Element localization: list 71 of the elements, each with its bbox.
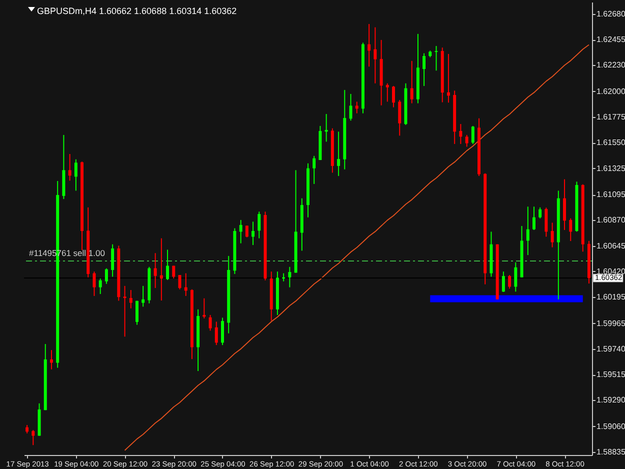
candlestick [258,211,261,239]
candlestick [374,26,377,84]
candlestick [398,99,402,136]
candlestick [502,271,505,292]
candlestick [514,262,518,292]
candlestick [538,206,542,219]
candlestick [471,125,474,144]
y-tick-label: 1.60870 [596,216,625,225]
y-tick-label: 1.60420 [596,266,625,276]
y-tick-label: 1.62230 [596,60,625,70]
y-tick-label: 1.59965 [596,318,625,328]
y-tick-label: 1.59060 [596,422,625,431]
candlestick [104,268,108,284]
candlestick [508,274,512,290]
candlestick [178,274,182,290]
y-tick-label: 1.59740 [596,344,625,354]
candlestick [550,222,554,248]
candlestick [50,350,53,370]
candlestick [434,45,438,72]
candlestick [166,249,170,280]
candlestick [245,225,248,238]
candlestick [252,221,255,246]
y-tick-label: 1.62455 [596,35,625,44]
candlestick [532,206,536,230]
candlestick [92,271,96,296]
candlestick [129,290,132,309]
candlestick [386,82,389,102]
candlestick [160,238,163,302]
y-tick-label: 1.61095 [596,190,625,200]
y-tick-label: 1.62000 [596,86,625,96]
y-tick-label: 1.59290 [596,396,625,405]
candlestick [239,219,242,244]
candlestick [312,155,316,184]
line-series [124,44,590,451]
y-tick-label: 1.61325 [596,164,625,173]
candlestick [220,317,224,346]
candlestick [410,60,414,104]
candlestick [368,23,371,68]
candlestick [349,93,352,122]
candlestick [135,300,138,326]
candlestick [563,178,566,230]
candlestick [355,101,358,114]
candlestick [123,285,126,338]
candlestick [526,206,530,256]
chart-title: GBPUSDm,H4 1.60662 1.60688 1.60314 1.60362 [37,6,237,16]
candlestick [214,321,218,346]
candlestick [68,153,72,182]
candlestick [111,244,114,278]
candlestick [459,124,462,144]
candlestick [392,85,396,108]
candlestick [208,314,212,332]
candlestick [288,266,292,288]
candlestick [422,52,426,86]
candlestick [337,131,340,176]
y-tick-label: 1.61775 [596,112,625,122]
y-tick-label: 1.60195 [596,292,625,302]
candlestick [446,53,450,104]
candlestick [154,252,157,288]
candlestick [465,134,468,148]
y-tick-label: 1.61550 [596,138,625,148]
candlestick [569,218,572,242]
y-tick-label: 1.58835 [596,448,625,457]
candlestick [98,278,102,295]
candlestick [32,430,35,446]
y-tick-label: 1.62680 [596,9,625,18]
candlestick [172,265,176,279]
candlestick [544,207,548,238]
y-tick-label: 1.60645 [596,241,625,250]
candlestick [142,285,145,308]
y-tick-label: 1.59515 [596,370,625,380]
candlestick [74,158,78,192]
